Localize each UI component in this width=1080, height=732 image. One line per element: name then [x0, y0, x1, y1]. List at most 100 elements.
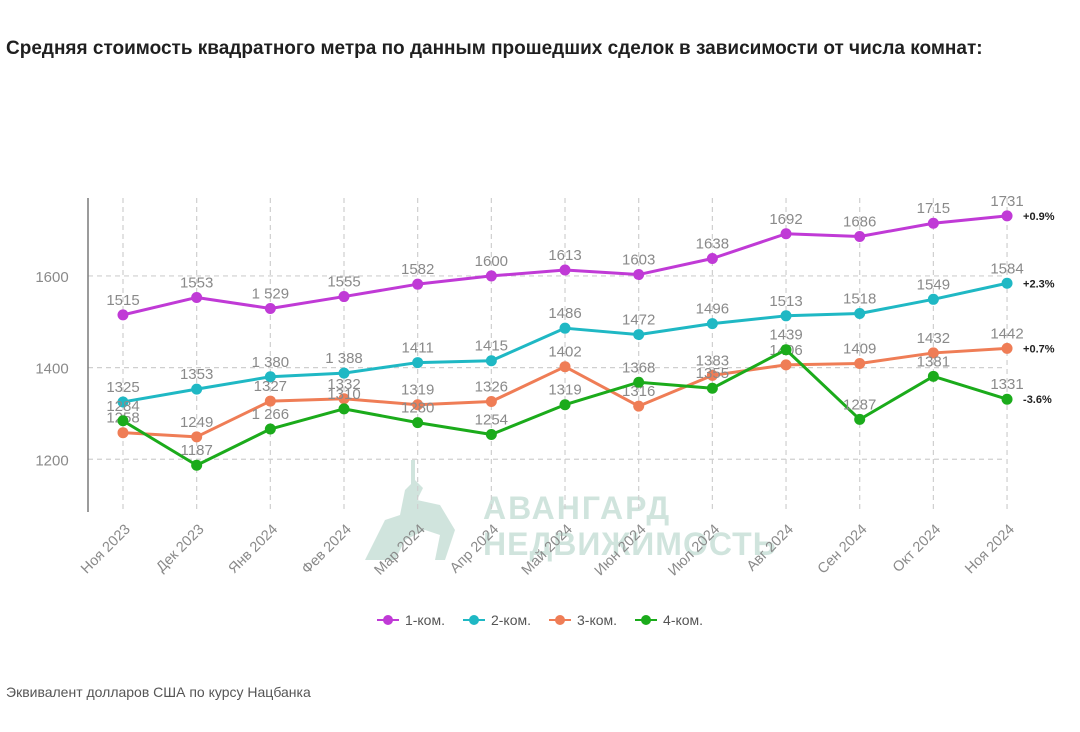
- legend-item[interactable]: 2-ком.: [462, 612, 531, 628]
- data-point: [1001, 342, 1013, 354]
- data-point: [485, 355, 497, 367]
- data-label: 1287: [843, 396, 876, 413]
- data-label: 1325: [106, 379, 139, 396]
- data-label: 1582: [401, 261, 434, 278]
- data-point: [780, 228, 792, 240]
- data-label: 1600: [475, 253, 508, 270]
- data-point: [264, 395, 276, 407]
- data-point: [338, 393, 350, 405]
- x-tick-label: Ноя 2024: [962, 522, 1018, 578]
- data-point: [854, 308, 866, 320]
- legend-label: 4-ком.: [663, 612, 704, 628]
- data-label: 1518: [843, 291, 876, 308]
- x-tick-label: Дек 2023: [153, 522, 207, 576]
- data-label: 1383: [696, 352, 729, 369]
- legend-swatch: [635, 614, 658, 626]
- data-point: [117, 309, 129, 321]
- series-change-label: +0.7%: [1023, 343, 1055, 355]
- data-point: [191, 459, 203, 471]
- data-point: [264, 302, 276, 314]
- y-tick-label: 1600: [35, 269, 68, 286]
- data-point: [191, 431, 203, 443]
- legend-label: 1-ком.: [404, 612, 445, 628]
- data-point: [485, 396, 497, 408]
- x-tick-label: Янв 2024: [226, 522, 281, 577]
- data-label: 1280: [401, 400, 434, 417]
- data-point: [191, 291, 203, 303]
- data-point: [264, 423, 276, 435]
- legend-label: 2-ком.: [490, 612, 531, 628]
- data-label: 1731: [990, 193, 1023, 210]
- data-label: 1327: [254, 378, 287, 395]
- data-point: [633, 329, 645, 341]
- data-point: [927, 370, 939, 382]
- data-label: 1 266: [252, 406, 290, 423]
- data-label: 1254: [475, 412, 508, 429]
- legend-item[interactable]: 1-ком.: [376, 612, 445, 628]
- data-point: [927, 347, 939, 359]
- data-label: 1496: [696, 301, 729, 318]
- legend-item[interactable]: 3-ком.: [549, 612, 617, 628]
- data-point: [927, 217, 939, 229]
- data-point: [559, 322, 571, 334]
- data-point: [706, 369, 718, 381]
- series-change-label: -3.6%: [1023, 394, 1052, 406]
- data-label: 1331: [990, 376, 1023, 393]
- legend-item[interactable]: 4-ком.: [635, 612, 703, 628]
- data-label: 1284: [106, 398, 139, 415]
- data-label: 1584: [990, 260, 1023, 277]
- chart-title: Средняя стоимость квадратного метра по д…: [6, 38, 983, 59]
- data-label: 1 529: [252, 285, 290, 302]
- data-point: [706, 382, 718, 394]
- data-point: [412, 278, 424, 290]
- data-point: [559, 399, 571, 411]
- data-point: [264, 371, 276, 383]
- data-label: 1613: [548, 247, 581, 264]
- data-label: 1402: [548, 344, 581, 361]
- data-point: [854, 413, 866, 425]
- series-change-label: +2.3%: [1023, 278, 1055, 290]
- data-point: [1001, 393, 1013, 405]
- data-point: [559, 361, 571, 373]
- data-point: [559, 264, 571, 276]
- data-point: [633, 400, 645, 412]
- data-point: [117, 415, 129, 427]
- data-label: 1319: [401, 382, 434, 399]
- data-label: 1432: [917, 330, 950, 347]
- data-point: [780, 310, 792, 322]
- x-tick-label: Ноя 2023: [78, 522, 134, 578]
- data-label: 1603: [622, 252, 655, 269]
- data-point: [1001, 277, 1013, 289]
- x-tick-label: Июл 2024: [665, 522, 723, 580]
- data-label: 1 380: [252, 354, 290, 371]
- data-point: [854, 357, 866, 369]
- data-label: 1486: [548, 305, 581, 322]
- data-label: 1686: [843, 214, 876, 231]
- data-label: 1415: [475, 338, 508, 355]
- horse-rider-logo-icon: [365, 460, 455, 560]
- data-label: 1515: [106, 292, 139, 309]
- data-label: 1409: [843, 340, 876, 357]
- data-point: [780, 344, 792, 356]
- data-point: [338, 403, 350, 415]
- x-tick-label: Окт 2024: [890, 522, 944, 576]
- data-point: [412, 357, 424, 369]
- x-tick-label: Май 2024: [519, 522, 576, 579]
- data-label: 1439: [769, 327, 802, 344]
- data-label: 1319: [548, 382, 581, 399]
- data-point: [485, 270, 497, 282]
- data-point: [485, 429, 497, 441]
- data-point: [633, 269, 645, 281]
- legend-label: 3-ком.: [577, 612, 618, 628]
- data-label: 1553: [180, 274, 213, 291]
- y-tick-label: 1200: [35, 452, 68, 469]
- data-label: 1715: [917, 200, 950, 217]
- data-point: [338, 367, 350, 379]
- watermark-line2: НЕДВИЖИМОСТЬ: [483, 526, 777, 562]
- data-label: 1316: [622, 383, 655, 400]
- data-label: 1549: [917, 276, 950, 293]
- data-point: [412, 417, 424, 429]
- data-label: 1187: [181, 442, 213, 459]
- chart-legend: 1-ком. 2-ком. 3-ком. 4-ком.: [0, 612, 1080, 628]
